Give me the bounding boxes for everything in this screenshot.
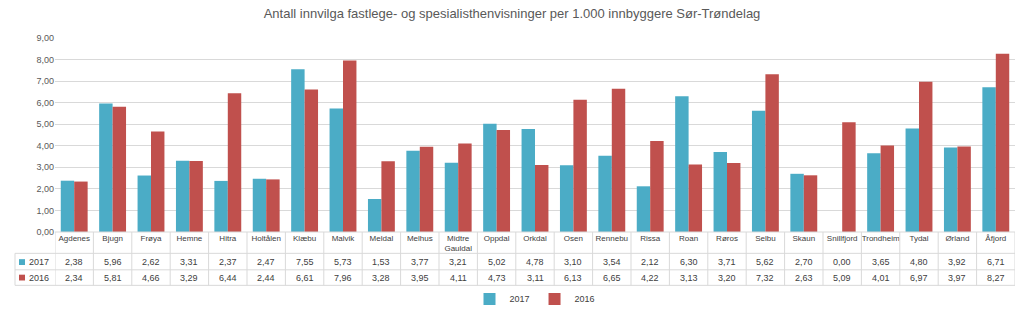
svg-text:8,00: 8,00 [36,55,54,65]
svg-text:4,22: 4,22 [641,273,659,283]
svg-text:4,00: 4,00 [36,141,54,151]
svg-text:4,11: 4,11 [450,273,467,283]
svg-text:3,11: 3,11 [527,273,544,283]
svg-text:Selbu: Selbu [755,234,775,243]
svg-text:Holtålen: Holtålen [252,234,281,243]
svg-text:3,31: 3,31 [180,257,198,267]
svg-text:5,73: 5,73 [334,257,352,267]
svg-text:Bjugn: Bjugn [102,234,122,243]
svg-text:9,00: 9,00 [36,33,54,43]
svg-text:5,00: 5,00 [36,119,54,129]
svg-text:4,73: 4,73 [488,273,506,283]
svg-text:6,97: 6,97 [910,273,928,283]
svg-text:3,29: 3,29 [180,273,198,283]
svg-text:5,09: 5,09 [833,273,851,283]
svg-text:Trondheim: Trondheim [862,234,900,243]
svg-text:2016: 2016 [29,273,49,283]
svg-text:MidtreGauldal: MidtreGauldal [444,234,472,253]
svg-text:Melhus: Melhus [407,234,433,243]
svg-text:Hitra: Hitra [219,234,236,243]
svg-text:7,00: 7,00 [36,76,54,86]
svg-text:2,38: 2,38 [65,257,83,267]
svg-text:Agdenes: Agdenes [58,234,90,243]
svg-text:0,00: 0,00 [36,227,54,237]
svg-text:7,96: 7,96 [334,273,352,283]
svg-text:3,20: 3,20 [718,273,736,283]
svg-text:Oppdal: Oppdal [484,234,510,243]
svg-text:3,77: 3,77 [411,257,429,267]
svg-text:5,81: 5,81 [104,273,122,283]
svg-text:2,00: 2,00 [36,184,54,194]
svg-text:3,95: 3,95 [411,273,429,283]
svg-text:2016: 2016 [575,294,595,304]
svg-text:6,71: 6,71 [987,257,1005,267]
svg-text:Meldal: Meldal [370,234,394,243]
svg-text:2,34: 2,34 [65,273,83,283]
svg-text:2,63: 2,63 [795,273,813,283]
svg-text:3,13: 3,13 [680,273,698,283]
svg-text:3,65: 3,65 [872,257,890,267]
svg-text:1,53: 1,53 [372,257,390,267]
svg-text:Skaun: Skaun [792,234,815,243]
svg-text:2,44: 2,44 [257,273,275,283]
svg-text:7,32: 7,32 [756,273,774,283]
svg-text:3,54: 3,54 [603,257,621,267]
svg-text:2,47: 2,47 [257,257,275,267]
svg-text:2,62: 2,62 [142,257,160,267]
svg-text:Rennebu: Rennebu [596,234,628,243]
svg-text:3,97: 3,97 [948,273,966,283]
svg-text:3,71: 3,71 [718,257,736,267]
svg-text:6,44: 6,44 [219,273,237,283]
svg-text:5,62: 5,62 [756,257,774,267]
svg-text:4,78: 4,78 [526,257,544,267]
svg-text:Roan: Roan [679,234,698,243]
svg-text:2,70: 2,70 [795,257,813,267]
svg-text:5,96: 5,96 [104,257,122,267]
svg-text:Osen: Osen [564,234,583,243]
svg-text:Ørland: Ørland [945,234,969,243]
svg-text:Tydal: Tydal [909,234,928,243]
svg-text:3,10: 3,10 [564,257,582,267]
svg-text:3,28: 3,28 [372,273,390,283]
svg-text:4,66: 4,66 [142,273,160,283]
svg-text:2017: 2017 [29,257,49,267]
svg-text:6,13: 6,13 [564,273,582,283]
svg-text:3,00: 3,00 [36,162,54,172]
svg-text:2,37: 2,37 [219,257,237,267]
svg-text:3,21: 3,21 [449,257,467,267]
svg-text:5,02: 5,02 [488,257,506,267]
svg-text:7,55: 7,55 [296,257,314,267]
svg-text:Hemne: Hemne [177,234,203,243]
svg-text:2,12: 2,12 [641,257,659,267]
svg-text:Åfjord: Åfjord [985,234,1006,243]
svg-text:Røros: Røros [716,234,738,243]
svg-text:2017: 2017 [510,294,530,304]
svg-text:Rissa: Rissa [640,234,661,243]
svg-text:6,30: 6,30 [680,257,698,267]
svg-text:6,00: 6,00 [36,98,54,108]
svg-text:6,65: 6,65 [603,273,621,283]
svg-text:Frøya: Frøya [141,234,162,243]
svg-text:Orkdal: Orkdal [523,234,547,243]
svg-text:Antall innvilga fastlege- og s: Antall innvilga fastlege- og spesialisth… [264,6,761,21]
svg-text:4,80: 4,80 [910,257,928,267]
svg-text:0,00: 0,00 [833,257,851,267]
svg-text:4,01: 4,01 [872,273,890,283]
svg-text:8,27: 8,27 [987,273,1005,283]
svg-text:6,61: 6,61 [296,273,314,283]
svg-text:Klæbu: Klæbu [293,234,316,243]
svg-text:1,00: 1,00 [36,206,54,216]
svg-text:Malvik: Malvik [332,234,356,243]
svg-text:Snillfjord: Snillfjord [827,234,858,243]
svg-text:3,92: 3,92 [948,257,966,267]
